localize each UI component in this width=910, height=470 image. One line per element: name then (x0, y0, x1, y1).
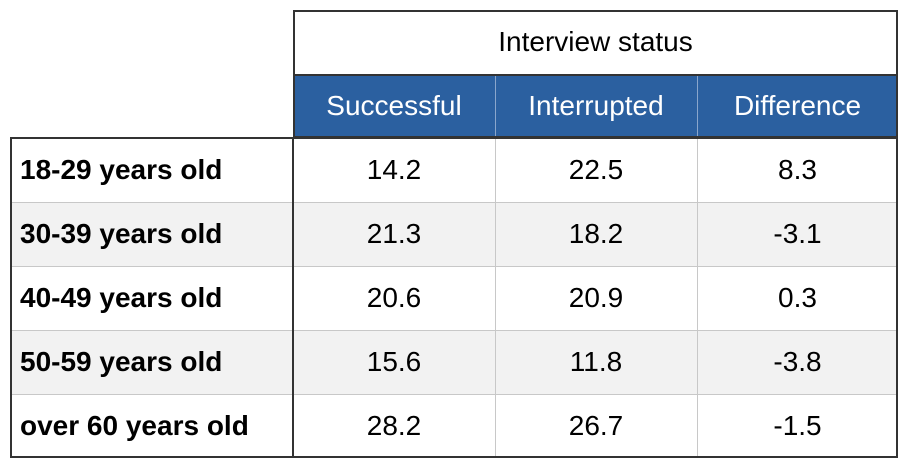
row-divider (10, 266, 898, 267)
row-header: 30-39 years old (20, 218, 223, 249)
row-divider (10, 330, 898, 331)
row-header: 18-29 years old (20, 154, 223, 185)
table-cell: 20.6 (366, 282, 422, 313)
table-cell: 11.8 (569, 346, 623, 377)
table-cell: 26.7 (568, 410, 624, 441)
column-header: Difference (697, 74, 898, 138)
table-cell: -1.5 (773, 410, 822, 441)
table-cell: 18.2 (568, 218, 624, 249)
table-cell: 22.5 (568, 154, 624, 185)
row-header: 40-49 years old (20, 282, 223, 313)
header-divider (697, 74, 698, 138)
table-cell: -3.1 (773, 218, 822, 249)
stub-divider (292, 138, 294, 458)
group-header: Interview status (498, 26, 693, 57)
table-cell: 0.3 (778, 282, 817, 313)
header-divider (495, 74, 496, 138)
row-divider (10, 202, 898, 203)
column-header: Interrupted (495, 74, 697, 138)
column-divider (495, 138, 496, 458)
row-header: over 60 years old (20, 410, 249, 441)
row-header: 50-59 years old (20, 346, 223, 377)
column-header: Successful (293, 74, 495, 138)
table-cell: 28.2 (366, 410, 422, 441)
table-cell: 15.6 (366, 346, 422, 377)
table-cell: 21.3 (366, 218, 422, 249)
table-cell: 14.2 (366, 154, 422, 185)
row-background (10, 202, 898, 266)
table-cell: -3.8 (773, 346, 822, 377)
column-divider (697, 138, 698, 458)
table-cell: 8.3 (778, 154, 817, 185)
table-cell: 20.9 (568, 282, 624, 313)
row-background (10, 330, 898, 394)
row-divider (10, 394, 898, 395)
